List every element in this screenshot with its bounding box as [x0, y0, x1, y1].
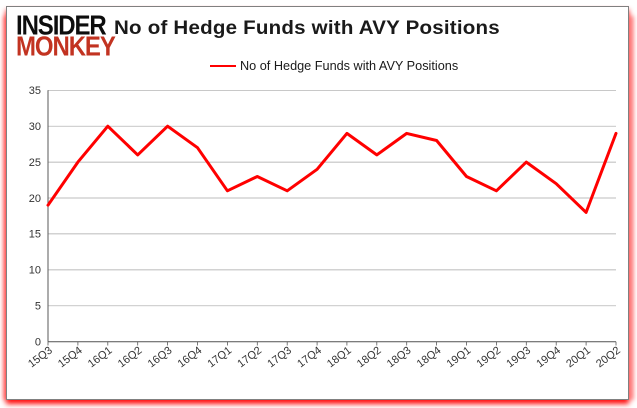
svg-text:16Q4: 16Q4 — [176, 345, 205, 371]
svg-text:35: 35 — [29, 85, 41, 97]
svg-text:18Q2: 18Q2 — [355, 345, 384, 371]
svg-text:10: 10 — [29, 265, 41, 277]
svg-text:20: 20 — [29, 193, 41, 205]
svg-text:17Q2: 17Q2 — [235, 345, 264, 371]
svg-text:30: 30 — [29, 121, 41, 133]
svg-text:20Q1: 20Q1 — [564, 345, 593, 371]
svg-text:18Q3: 18Q3 — [385, 345, 414, 371]
svg-text:19Q3: 19Q3 — [504, 345, 533, 371]
svg-text:20Q2: 20Q2 — [594, 345, 623, 371]
svg-text:17Q4: 17Q4 — [295, 345, 324, 371]
svg-text:17Q1: 17Q1 — [206, 345, 235, 371]
svg-text:18Q1: 18Q1 — [325, 345, 354, 371]
svg-text:16Q2: 16Q2 — [116, 345, 145, 371]
svg-text:16Q3: 16Q3 — [146, 345, 175, 371]
svg-text:16Q1: 16Q1 — [86, 345, 115, 371]
svg-text:18Q4: 18Q4 — [415, 345, 444, 371]
svg-text:15Q4: 15Q4 — [56, 345, 85, 371]
svg-text:19Q2: 19Q2 — [475, 345, 504, 371]
svg-text:17Q3: 17Q3 — [265, 345, 294, 371]
svg-text:19Q4: 19Q4 — [534, 345, 563, 371]
svg-text:19Q1: 19Q1 — [445, 345, 474, 371]
svg-text:0: 0 — [35, 337, 41, 349]
svg-text:5: 5 — [35, 301, 41, 313]
svg-text:15: 15 — [29, 229, 41, 241]
svg-text:25: 25 — [29, 157, 41, 169]
